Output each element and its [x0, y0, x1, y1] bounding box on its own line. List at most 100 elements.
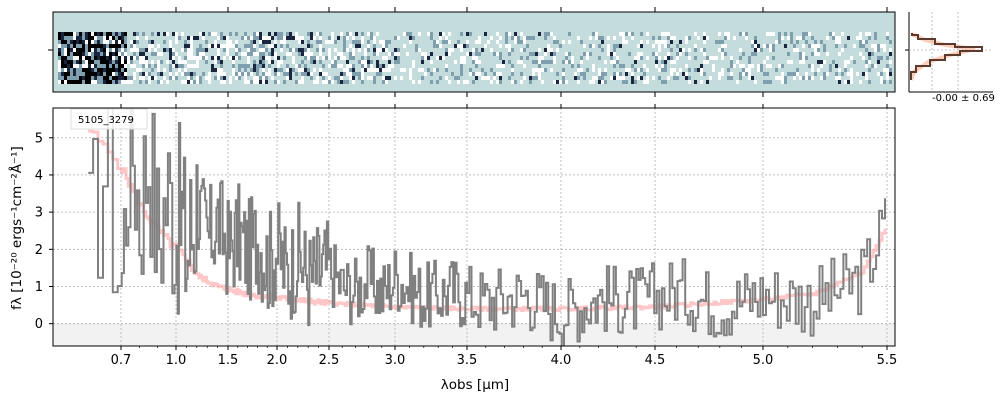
heatmap-cell: [550, 60, 553, 64]
heatmap-cell: [436, 68, 439, 72]
heatmap-cell: [358, 60, 361, 64]
heatmap-cell: [151, 52, 154, 56]
heatmap-cell: [88, 80, 91, 84]
heatmap-cell: [361, 40, 364, 44]
heatmap-cell: [562, 40, 565, 44]
heatmap-cell: [679, 52, 682, 56]
heatmap-cell: [886, 64, 889, 68]
heatmap-cell: [67, 72, 70, 76]
spectrum-1d-panel: 0.7 1.0 1.5 2.0 2.5 3.0 3.5 4.0 4.5 5.0 5.5 012345…: [8, 104, 897, 393]
heatmap-cell: [340, 52, 343, 56]
heatmap-cell: [466, 40, 469, 44]
heatmap-cell: [70, 32, 73, 36]
heatmap-cell: [205, 60, 208, 64]
heatmap-cell: [850, 80, 853, 84]
heatmap-cell: [277, 64, 280, 68]
heatmap-cell: [58, 44, 61, 48]
heatmap-cell: [268, 52, 271, 56]
heatmap-cell: [352, 48, 355, 52]
heatmap-cell: [688, 68, 691, 72]
heatmap-cell: [172, 48, 175, 52]
heatmap-cell: [610, 60, 613, 64]
heatmap-cell: [160, 80, 163, 84]
heatmap-cell: [817, 44, 820, 48]
heatmap-cell: [553, 52, 556, 56]
heatmap-cell: [349, 32, 352, 36]
heatmap-cell: [241, 36, 244, 40]
heatmap-cell: [199, 56, 202, 60]
heatmap-cell: [820, 40, 823, 44]
heatmap-cell: [307, 68, 310, 72]
heatmap-cell: [70, 68, 73, 72]
heatmap-cell: [268, 60, 271, 64]
heatmap-cell: [268, 32, 271, 36]
profile-panel: -0.00 ± 0.69: [905, 12, 995, 104]
heatmap-cell: [253, 64, 256, 68]
heatmap-cell: [343, 72, 346, 76]
heatmap-cell: [346, 48, 349, 52]
negative-flux-band: [53, 323, 895, 346]
y-tick-label: 5: [35, 131, 43, 146]
heatmap-cell: [865, 76, 868, 80]
heatmap-cell: [190, 76, 193, 80]
heatmap-cell: [586, 52, 589, 56]
heatmap-cell: [196, 52, 199, 56]
heatmap-cell: [481, 48, 484, 52]
heatmap-cell: [157, 52, 160, 56]
heatmap-cell: [103, 60, 106, 64]
heatmap-cell: [136, 32, 139, 36]
heatmap-cell: [586, 56, 589, 60]
heatmap-cell: [70, 40, 73, 44]
heatmap-cell: [121, 80, 124, 84]
heatmap-cell: [385, 76, 388, 80]
heatmap-cell: [244, 52, 247, 56]
heatmap-cell: [748, 76, 751, 80]
heatmap-cell: [349, 72, 352, 76]
heatmap-cell: [76, 32, 79, 36]
heatmap-cell: [196, 76, 199, 80]
heatmap-cell: [322, 56, 325, 60]
heatmap-cell: [139, 68, 142, 72]
heatmap-cell: [217, 48, 220, 52]
heatmap-cell: [220, 32, 223, 36]
heatmap-cell: [685, 36, 688, 40]
heatmap-cell: [319, 36, 322, 40]
heatmap-cell: [859, 44, 862, 48]
heatmap-cell: [700, 80, 703, 84]
heatmap-cell: [196, 56, 199, 60]
heatmap-cell: [583, 76, 586, 80]
heatmap-cell: [667, 32, 670, 36]
heatmap-cell: [865, 40, 868, 44]
heatmap-cell: [835, 72, 838, 76]
heatmap-cell: [244, 68, 247, 72]
heatmap-cell: [760, 48, 763, 52]
heatmap-cell: [652, 52, 655, 56]
heatmap-cell: [286, 64, 289, 68]
heatmap-cell: [784, 44, 787, 48]
heatmap-cell: [238, 76, 241, 80]
heatmap-cell: [256, 72, 259, 76]
heatmap-cell: [220, 64, 223, 68]
heatmap-cell: [343, 56, 346, 60]
heatmap-cell: [151, 44, 154, 48]
heatmap-cell: [169, 76, 172, 80]
heatmap-cell: [448, 32, 451, 36]
heatmap-cell: [415, 48, 418, 52]
heatmap-cell: [130, 80, 133, 84]
heatmap-cell: [340, 56, 343, 60]
heatmap-cell: [274, 80, 277, 84]
heatmap-cell: [403, 32, 406, 36]
heatmap-cell: [601, 40, 604, 44]
heatmap-cell: [760, 64, 763, 68]
heatmap-cell: [202, 72, 205, 76]
heatmap-cell: [865, 32, 868, 36]
heatmap-cell: [472, 60, 475, 64]
heatmap-cell: [439, 56, 442, 60]
heatmap-cell: [73, 56, 76, 60]
heatmap-cell: [115, 64, 118, 68]
heatmap-cell: [610, 76, 613, 80]
heatmap-cell: [394, 60, 397, 64]
heatmap-cell: [550, 48, 553, 52]
heatmap-cell: [73, 80, 76, 84]
heatmap-cell: [97, 52, 100, 56]
